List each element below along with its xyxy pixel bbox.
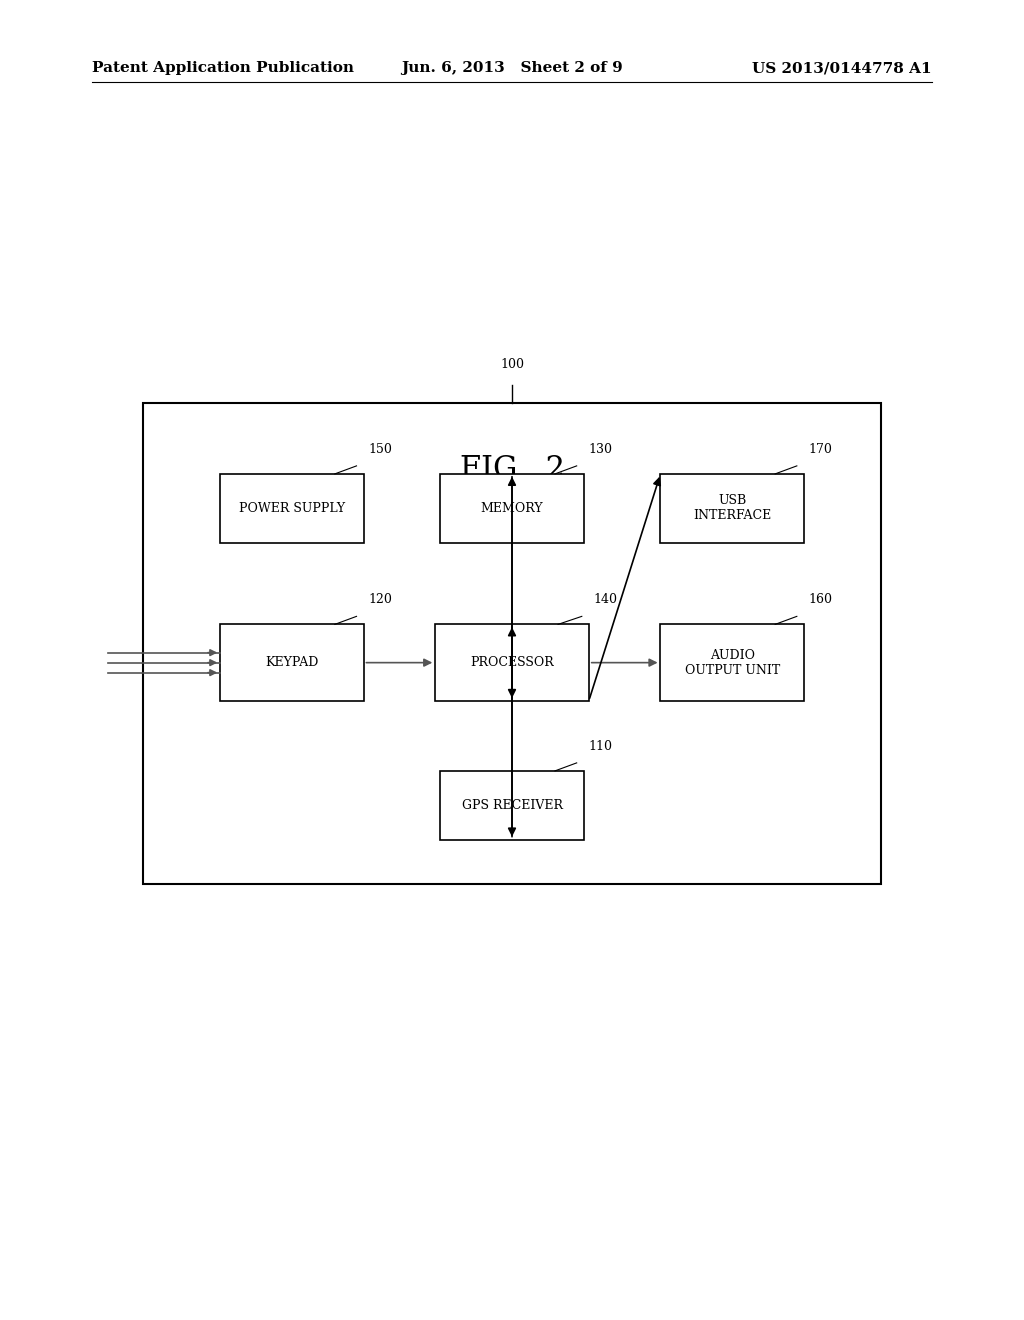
Text: KEYPAD: KEYPAD [265, 656, 318, 669]
Text: US 2013/0144778 A1: US 2013/0144778 A1 [753, 61, 932, 75]
Text: USB
INTERFACE: USB INTERFACE [693, 494, 771, 523]
Text: GPS RECEIVER: GPS RECEIVER [462, 799, 562, 812]
Text: MEMORY: MEMORY [480, 502, 544, 515]
Text: 140: 140 [594, 594, 617, 606]
Text: 150: 150 [369, 444, 392, 455]
Text: 170: 170 [809, 444, 833, 455]
Text: FIG.  2: FIG. 2 [460, 454, 564, 486]
Bar [220, 624, 364, 701]
Text: 120: 120 [369, 594, 392, 606]
Bar [143, 403, 881, 884]
Text: PROCESSOR: PROCESSOR [470, 656, 554, 669]
Text: 100: 100 [500, 358, 524, 371]
Text: Patent Application Publication: Patent Application Publication [92, 61, 354, 75]
Text: Jun. 6, 2013   Sheet 2 of 9: Jun. 6, 2013 Sheet 2 of 9 [401, 61, 623, 75]
Text: 110: 110 [589, 741, 612, 752]
Bar [660, 474, 804, 543]
Bar [220, 474, 364, 543]
Bar [435, 624, 589, 701]
Text: AUDIO
OUTPUT UNIT: AUDIO OUTPUT UNIT [684, 648, 780, 677]
Text: 130: 130 [589, 444, 612, 455]
Text: POWER SUPPLY: POWER SUPPLY [239, 502, 345, 515]
Bar [660, 624, 804, 701]
Text: 160: 160 [809, 594, 833, 606]
Bar [440, 771, 584, 840]
Bar [440, 474, 584, 543]
